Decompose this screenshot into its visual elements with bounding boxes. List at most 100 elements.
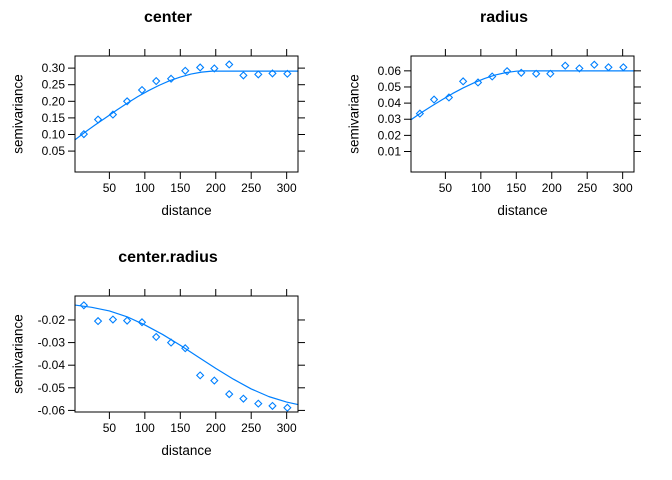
- y-tick-label: 0.10: [42, 127, 66, 141]
- x-tick-label: 50: [103, 421, 117, 435]
- data-point-marker: [210, 64, 219, 73]
- data-point-marker: [283, 403, 292, 412]
- data-point-marker: [79, 129, 89, 139]
- data-point-marker: [137, 318, 147, 327]
- data-point-marker: [619, 63, 628, 72]
- y-tick-label: 0.15: [42, 111, 66, 125]
- data-point-marker: [93, 316, 103, 326]
- x-tick-label: 50: [439, 181, 453, 195]
- data-point-marker: [517, 68, 526, 77]
- data-point-marker: [575, 64, 584, 73]
- data-point-marker: [590, 60, 599, 69]
- x-tick-label: 50: [103, 181, 117, 195]
- data-point-marker: [604, 63, 613, 72]
- data-point-marker: [166, 74, 176, 83]
- y-tick-label: 0.03: [378, 112, 402, 126]
- y-tick-label: 0.04: [378, 96, 402, 110]
- data-point-marker: [181, 344, 190, 353]
- x-tick-label: 250: [241, 181, 261, 195]
- radius-plot-svg: 50 100 150 200 250 300 0.01 0.02 0.03 0.04 0.05 0.0…: [378, 49, 641, 195]
- data-point-marker: [195, 63, 205, 72]
- data-point-marker: [444, 93, 454, 102]
- data-point-marker: [254, 70, 263, 79]
- panel-center: 50 100 150 200 250 300 0.05 0.10 0.15 0.20 0.25 0.3…: [0, 0, 336, 240]
- x-tick-label: 150: [170, 421, 190, 435]
- y-tick-label: 0.05: [42, 144, 66, 158]
- y-tick-label: -0.06: [38, 403, 66, 417]
- model-line: [74, 70, 299, 141]
- y-tick-label: 0.30: [42, 61, 66, 75]
- data-point-marker: [181, 66, 190, 75]
- data-point-marker: [122, 97, 132, 106]
- data-point-marker: [239, 394, 248, 403]
- center-plot-svg: 50 100 150 200 250 300 0.05 0.10 0.15 0.20 0.25 0.3…: [42, 49, 305, 195]
- data-point-marker: [195, 371, 205, 380]
- x-axis-label: distance: [497, 203, 548, 218]
- data-point-marker: [79, 301, 89, 310]
- model-line: [74, 304, 299, 406]
- x-tick-label: 300: [613, 181, 633, 195]
- data-point-marker: [225, 389, 234, 399]
- plot-box: [74, 295, 299, 413]
- plot-box: [410, 55, 635, 173]
- x-tick-label: 200: [206, 181, 226, 195]
- x-tick-label: 200: [206, 421, 226, 435]
- x-tick-label: 150: [506, 181, 526, 195]
- data-point-marker: [225, 60, 234, 69]
- y-tick-label: 0.25: [42, 78, 66, 92]
- data-point-marker: [239, 71, 248, 80]
- data-point-marker: [122, 316, 132, 325]
- x-tick-label: 300: [277, 421, 297, 435]
- panel-title-radius: radius: [479, 9, 528, 26]
- center-radius-plot-svg: 50 100 150 200 250 300 -0.06 -0.05 -0.04 -0.03 -0.…: [38, 289, 305, 435]
- panel-center-radius: 50 100 150 200 250 300 -0.06 -0.05 -0.04 -0.03 -0.…: [0, 240, 336, 480]
- x-tick-label: 300: [277, 181, 297, 195]
- data-point-marker: [283, 69, 292, 78]
- plot-box: [74, 55, 299, 173]
- data-point-marker: [488, 72, 497, 81]
- y-tick-label: 0.02: [378, 128, 402, 142]
- data-point-marker: [108, 315, 118, 324]
- data-point-marker: [473, 78, 483, 87]
- data-point-marker: [561, 61, 570, 70]
- data-point-marker: [166, 338, 176, 347]
- data-point-marker: [210, 376, 219, 385]
- data-point-marker: [546, 69, 555, 78]
- data-point-marker: [254, 399, 263, 408]
- empty-panel: [336, 240, 672, 480]
- x-tick-label: 100: [135, 421, 155, 435]
- y-tick-label: -0.02: [38, 313, 66, 327]
- y-tick-label: -0.04: [38, 358, 66, 372]
- panel-title-center-radius: center.radius: [118, 249, 218, 266]
- data-point-marker: [268, 401, 277, 411]
- data-point-marker: [268, 69, 277, 78]
- model-line: [410, 70, 635, 121]
- y-tick-label: -0.05: [38, 381, 66, 395]
- y-tick-label: 0.06: [378, 64, 402, 78]
- data-point-marker: [429, 95, 439, 104]
- y-tick-label: 0.05: [378, 80, 402, 94]
- x-tick-label: 100: [135, 181, 155, 195]
- x-tick-label: 100: [471, 181, 491, 195]
- x-tick-label: 250: [577, 181, 597, 195]
- panel-radius: 50 100 150 200 250 300 0.01 0.02 0.03 0.04 0.05 0.0…: [336, 0, 672, 240]
- panel-title-center: center: [143, 9, 193, 26]
- data-point-marker: [152, 332, 161, 342]
- data-point-marker: [137, 85, 147, 95]
- x-tick-label: 150: [170, 181, 190, 195]
- data-point-marker: [531, 69, 541, 78]
- data-point-marker: [458, 77, 468, 86]
- data-point-marker: [93, 115, 103, 124]
- x-axis-label: distance: [161, 203, 212, 218]
- y-axis-label: semivariance: [10, 314, 26, 394]
- y-tick-label: 0.01: [378, 145, 402, 159]
- data-point-marker: [152, 76, 161, 86]
- y-tick-label: 0.20: [42, 94, 66, 108]
- y-axis-label: semivariance: [346, 74, 362, 154]
- y-tick-label: -0.03: [38, 336, 66, 350]
- x-axis-label: distance: [161, 443, 212, 458]
- y-axis-label: semivariance: [10, 74, 26, 154]
- x-tick-label: 200: [542, 181, 562, 195]
- x-tick-label: 250: [241, 421, 261, 435]
